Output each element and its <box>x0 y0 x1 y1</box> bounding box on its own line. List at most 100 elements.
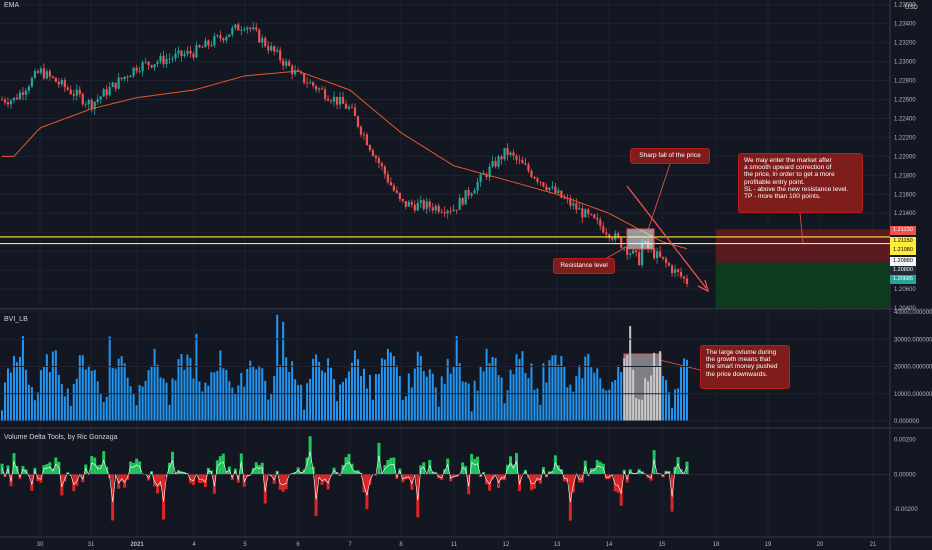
candle-body <box>228 34 231 37</box>
volume-bar <box>677 388 680 421</box>
volume-bar <box>171 378 174 421</box>
candle-body <box>3 99 7 103</box>
candle-body <box>69 89 72 95</box>
volume-bar <box>108 336 111 421</box>
delta-bar <box>553 455 557 475</box>
volume-bar <box>491 356 494 421</box>
time-axis-label: 18 <box>713 542 720 548</box>
time-axis-label: 7 <box>348 542 352 548</box>
candle-body <box>285 61 288 66</box>
volume-bar <box>240 372 243 421</box>
delta-bar <box>302 469 306 475</box>
candle-body <box>54 77 57 82</box>
delta-bar <box>200 474 204 483</box>
candle-body <box>386 174 389 183</box>
delta-bar <box>652 450 656 475</box>
candle-body <box>246 27 249 30</box>
candle-body <box>273 46 276 52</box>
delta-bar <box>529 474 533 491</box>
candle-body <box>135 67 138 72</box>
delta-bar <box>15 465 19 475</box>
volume-bar <box>66 388 69 421</box>
candle-body <box>237 24 240 31</box>
volume-bar <box>686 359 689 421</box>
delta-bar <box>568 474 572 521</box>
candle-body <box>314 85 318 90</box>
delta-bar <box>473 458 477 475</box>
volume-bar <box>458 363 461 421</box>
volume-bar <box>599 378 602 421</box>
delta-bar <box>497 474 501 489</box>
delta-bar <box>96 465 100 475</box>
volume-bar <box>443 384 446 421</box>
volume-bar <box>237 385 240 421</box>
candle-body <box>596 218 599 220</box>
volume-bar <box>321 370 324 421</box>
candle-body <box>437 205 440 212</box>
volume-bar <box>135 405 138 421</box>
time-axis-label: 2021 <box>130 542 144 548</box>
volume-bar <box>425 376 428 421</box>
delta-bar <box>156 474 160 494</box>
delta-bar <box>616 474 620 493</box>
delta-bar <box>386 460 390 475</box>
candle-body <box>413 204 416 211</box>
candle-body <box>105 89 108 96</box>
delta-bar <box>377 442 381 475</box>
candle-body <box>123 76 126 80</box>
delta-bar <box>123 474 127 488</box>
delta-bar <box>90 455 94 475</box>
candle-body <box>306 82 309 84</box>
volume-bar <box>99 393 102 421</box>
volume-bar <box>503 403 506 421</box>
candle-body <box>326 98 330 101</box>
delta-bar <box>102 451 106 475</box>
volume-bar <box>401 399 404 421</box>
volume-bar <box>213 372 216 421</box>
candle-body <box>45 71 48 79</box>
delta-bar <box>320 474 324 485</box>
volume-bar <box>279 365 282 421</box>
volume-bar <box>303 409 306 421</box>
delta-bar <box>416 474 420 518</box>
delta-bar <box>147 474 151 481</box>
delta-bar <box>188 474 192 484</box>
delta-bar <box>284 474 288 490</box>
volume-bar <box>674 389 677 421</box>
volume-bar <box>234 394 237 421</box>
volume-bar <box>587 353 590 421</box>
time-axis-label: 14 <box>606 542 613 548</box>
tp-price-tag-a: 1.20800 <box>890 266 916 275</box>
candle-body <box>676 269 680 272</box>
candle-body <box>667 262 671 266</box>
candle-body <box>159 55 162 62</box>
candle-body <box>102 89 105 97</box>
volume-bar <box>440 376 443 421</box>
volume-bar <box>512 374 515 421</box>
candle-body <box>578 208 581 210</box>
candle-body <box>392 185 395 191</box>
candle-body <box>446 210 449 214</box>
volume-bar <box>650 375 653 421</box>
candle-body <box>599 219 602 227</box>
candle-body <box>117 77 120 89</box>
delta-bar <box>422 462 426 475</box>
volume-bar <box>548 360 551 421</box>
delta-bar <box>532 474 536 489</box>
time-axis-label: 4 <box>192 542 196 548</box>
candle-body <box>518 159 521 161</box>
volume-bar <box>27 384 30 421</box>
candle-body <box>590 213 593 215</box>
volume-bar <box>222 368 225 421</box>
candle-body <box>635 250 638 253</box>
volume-bar <box>45 354 48 421</box>
volume-bar <box>476 390 479 421</box>
candle-body <box>380 163 383 167</box>
volume-bar <box>461 381 464 421</box>
candle-body <box>500 156 503 160</box>
volume-bar <box>96 381 99 421</box>
candle-body <box>551 186 554 188</box>
candle-body <box>204 40 207 48</box>
volume-bar <box>482 371 485 421</box>
